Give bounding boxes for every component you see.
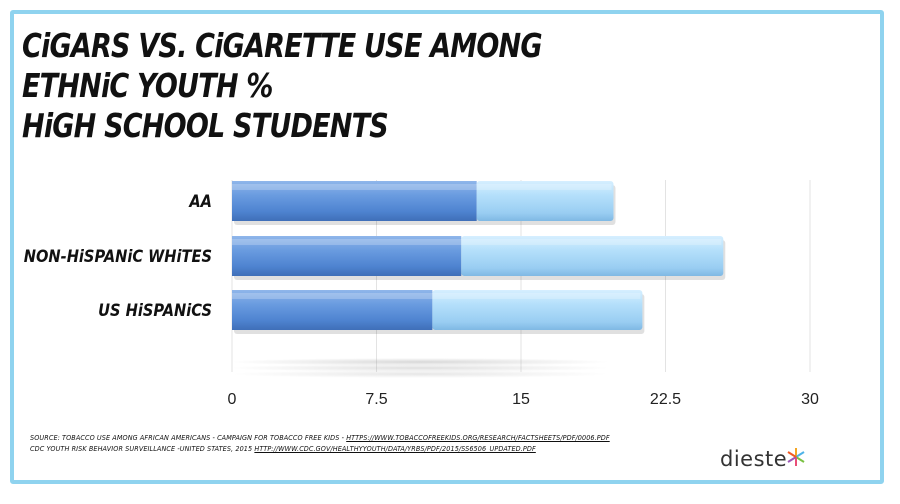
category-label: AA <box>188 191 212 211</box>
bar-shadow <box>230 358 610 366</box>
category-labels: AA NON-HiSPANiC WHiTES US HiSPANiCS <box>24 191 212 320</box>
source-link-1[interactable]: HTTPS://WWW.TOBACCOFREEKIDS.ORG/RESEARCH… <box>346 433 610 442</box>
bar-shadow <box>230 370 610 378</box>
x-tick-label: 30 <box>801 391 819 408</box>
bar-segment-2 <box>432 290 643 330</box>
bar-segment-2 <box>461 236 724 276</box>
dieste-logo: dieste <box>720 447 788 471</box>
category-label: US HiSPANiCS <box>98 300 212 320</box>
chart-title: CiGARS VS. CiGARETTE USE AMONG ETHNiC YO… <box>22 26 645 146</box>
bar-segment-1 <box>232 290 433 330</box>
x-axis-ticks: 0 7.5 15 22.5 30 <box>228 391 819 408</box>
source-line-1: SOURCE: TOBACCO USE AMONG AFRICAN AMERIC… <box>30 432 850 443</box>
source-line-1-text: SOURCE: TOBACCO USE AMONG AFRICAN AMERIC… <box>30 433 347 442</box>
source-link-2[interactable]: HTTP://WWW.CDC.GOV/HEALTHYYOUTH/DATA/YRB… <box>254 444 536 453</box>
bar-segment-1 <box>232 236 462 276</box>
source-line-2-text: CDC YOUTH RISK BEHAVIOR SURVEILLANCE -UN… <box>30 444 255 453</box>
asterisk-star-icon <box>787 448 805 466</box>
title-line-1: CiGARS VS. CiGARETTE USE AMONG ETHNiC YO… <box>22 26 543 105</box>
x-tick-label: 22.5 <box>650 391 681 408</box>
bar-shadow <box>230 364 610 372</box>
category-label: NON-HiSPANiC WHiTES <box>24 246 212 266</box>
bar-segment-2 <box>476 181 614 221</box>
x-tick-label: 7.5 <box>365 391 387 408</box>
bar-highlight <box>232 293 641 299</box>
bar-highlight <box>232 239 722 245</box>
bar-highlight <box>232 184 612 190</box>
x-tick-label: 0 <box>228 391 237 408</box>
chart-bars <box>232 181 726 334</box>
x-tick-label: 15 <box>512 391 530 408</box>
bar-floor-shadow <box>230 358 610 378</box>
source-line-2: CDC YOUTH RISK BEHAVIOR SURVEILLANCE -UN… <box>30 443 850 454</box>
slide-frame <box>10 10 884 484</box>
bar-segment-1 <box>232 181 477 221</box>
title-line-2: HiGH SCHOOL STUDENTS <box>22 106 389 145</box>
source-citation: SOURCE: TOBACCO USE AMONG AFRICAN AMERIC… <box>30 432 850 454</box>
